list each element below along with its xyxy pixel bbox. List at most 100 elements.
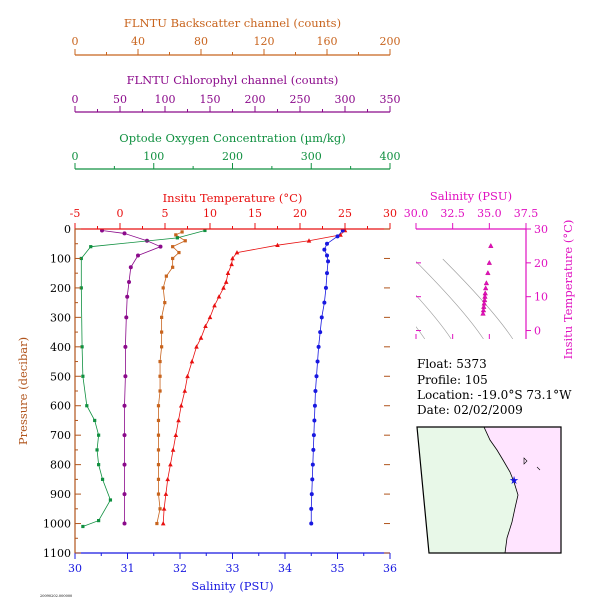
pressure-tick-label: 200 [50,282,71,295]
oxygen-axis-title: Optode Oxygen Concentration (µm/kg) [119,131,345,145]
temperature-point [225,270,231,275]
salinity-point [318,330,323,335]
temperature-point [178,403,184,408]
pressure-tick-label: 600 [50,400,71,413]
oxygen-point [79,286,83,290]
salinity-point [325,271,329,276]
salinity-point [335,234,340,239]
temperature-point [229,261,234,267]
oxygen-point [203,228,207,233]
oxygen-point [108,498,113,502]
salinity-point [310,477,315,482]
chlorophyll-point [122,521,127,526]
temperature-axis: -5 0 5 10 15 20 25 30 Insitu Temperature (°C) [70,191,397,230]
backscatter-point [164,274,168,278]
oxygen-point [85,404,89,408]
backscatter-point [160,315,164,319]
ts-salinity-tick-label: 32.5 [440,207,465,220]
backscatter-point [171,256,175,261]
ts-point [483,285,489,291]
pressure-tick-label: 1100 [43,547,71,560]
salinity-point [315,359,320,364]
salinity-point [325,253,329,258]
salinity-point [322,300,327,305]
location: Location: -19.0°S 73.1°W [417,388,572,402]
chlorophyll-point [128,265,133,270]
temperature-point [185,373,190,379]
temperature-point [160,521,166,526]
temperature-axis-title: Insitu Temperature (°C) [163,191,303,205]
chlorophyll-point [127,280,131,285]
chlorophyll-point [122,231,127,236]
backscatter-point [183,239,187,243]
salinity-point [323,285,328,290]
chlorophyll-axis-tick-label: 150 [200,93,221,106]
temperature-point [194,344,199,349]
ts-temperature-axis: 0 10 20 30 Insitu Temperature (°C) [416,220,575,359]
backscatter-point [156,477,161,481]
temperature-axis-tick-label: -5 [70,207,81,220]
ts-density-contour [416,261,484,339]
temperature-axis-tick-label: 10 [203,207,217,220]
ts-density-contour [416,294,452,339]
chlorophyll-point [122,433,127,438]
backscatter-point [156,492,161,496]
temperature-point [221,285,226,290]
oxygen-profile-line [80,230,206,527]
temperature-point [189,359,195,364]
pressure-tick-label: 900 [50,488,71,501]
ts-point [486,259,492,265]
temperature-point [163,491,169,496]
chlorophyll-axis-tick-label: 100 [155,93,176,106]
backscatter-point [163,301,167,305]
temperature-profile-line [162,230,346,524]
backscatter-point [160,345,164,349]
date: Date: 02/02/2009 [417,403,523,417]
ts-point [485,270,491,275]
ts-temperature-tick-label: 0 [534,325,541,338]
chlorophyll-point [123,344,128,349]
temperature-axis-tick-label: 0 [117,207,124,220]
ts-temperature-tick-label: 30 [534,223,548,236]
backscatter-point [171,245,175,249]
salinity-point [312,403,317,408]
salinity-point [319,315,324,320]
temperature-axis-tick-label: 5 [162,207,169,220]
pressure-tick-label: 400 [50,341,71,354]
backscatter-point [156,418,161,423]
temperature-point [198,335,204,340]
salinity-axis: 30 31 32 33 34 35 36 Salinity (PSU) [68,552,397,593]
chlorophyll-axis: 0 50 100 150 200 250 300 350 FLNTU Chlorophyl ch… [72,73,401,113]
chlorophyll-point [123,374,128,379]
profile-number: Profile: 105 [417,373,488,387]
ts-density-contour [442,258,514,339]
pressure-axis: 0 100 200 300 400 500 600 700 800 900 1000 1100 Pres… [16,223,390,560]
temperature-point [168,462,173,467]
salinity-point [322,247,327,252]
backscatter-axis-tick-label: 120 [254,35,275,48]
salinity-point [311,447,316,452]
backscatter-point [158,507,162,511]
salinity-point [309,492,314,497]
pressure-tick-label: 500 [50,370,71,383]
salinity-axis-tick-label: 32 [173,562,187,575]
chlorophyll-point [158,244,163,249]
ts-point [483,280,490,286]
temperature-point [275,242,280,247]
backscatter-point [160,330,164,334]
footer-label: 20090202.000000 [40,594,72,598]
salinity-point [313,389,318,393]
backscatter-axis-title: FLNTU Backscatter channel (counts) [124,16,341,30]
temperature-point [165,476,170,482]
oxygen-axis-tick-label: 200 [222,150,243,163]
oxygen-axis-tick-label: 0 [72,150,79,163]
temperature-point [203,323,208,328]
salinity-point [326,259,331,264]
backscatter-axis-tick-label: 40 [131,35,145,48]
temperature-axis-tick-label: 15 [248,207,262,220]
map-island [536,466,541,471]
location-map: ★ [416,426,562,554]
pressure-tick-label: 0 [64,223,71,236]
chlorophyll-point [122,492,127,497]
